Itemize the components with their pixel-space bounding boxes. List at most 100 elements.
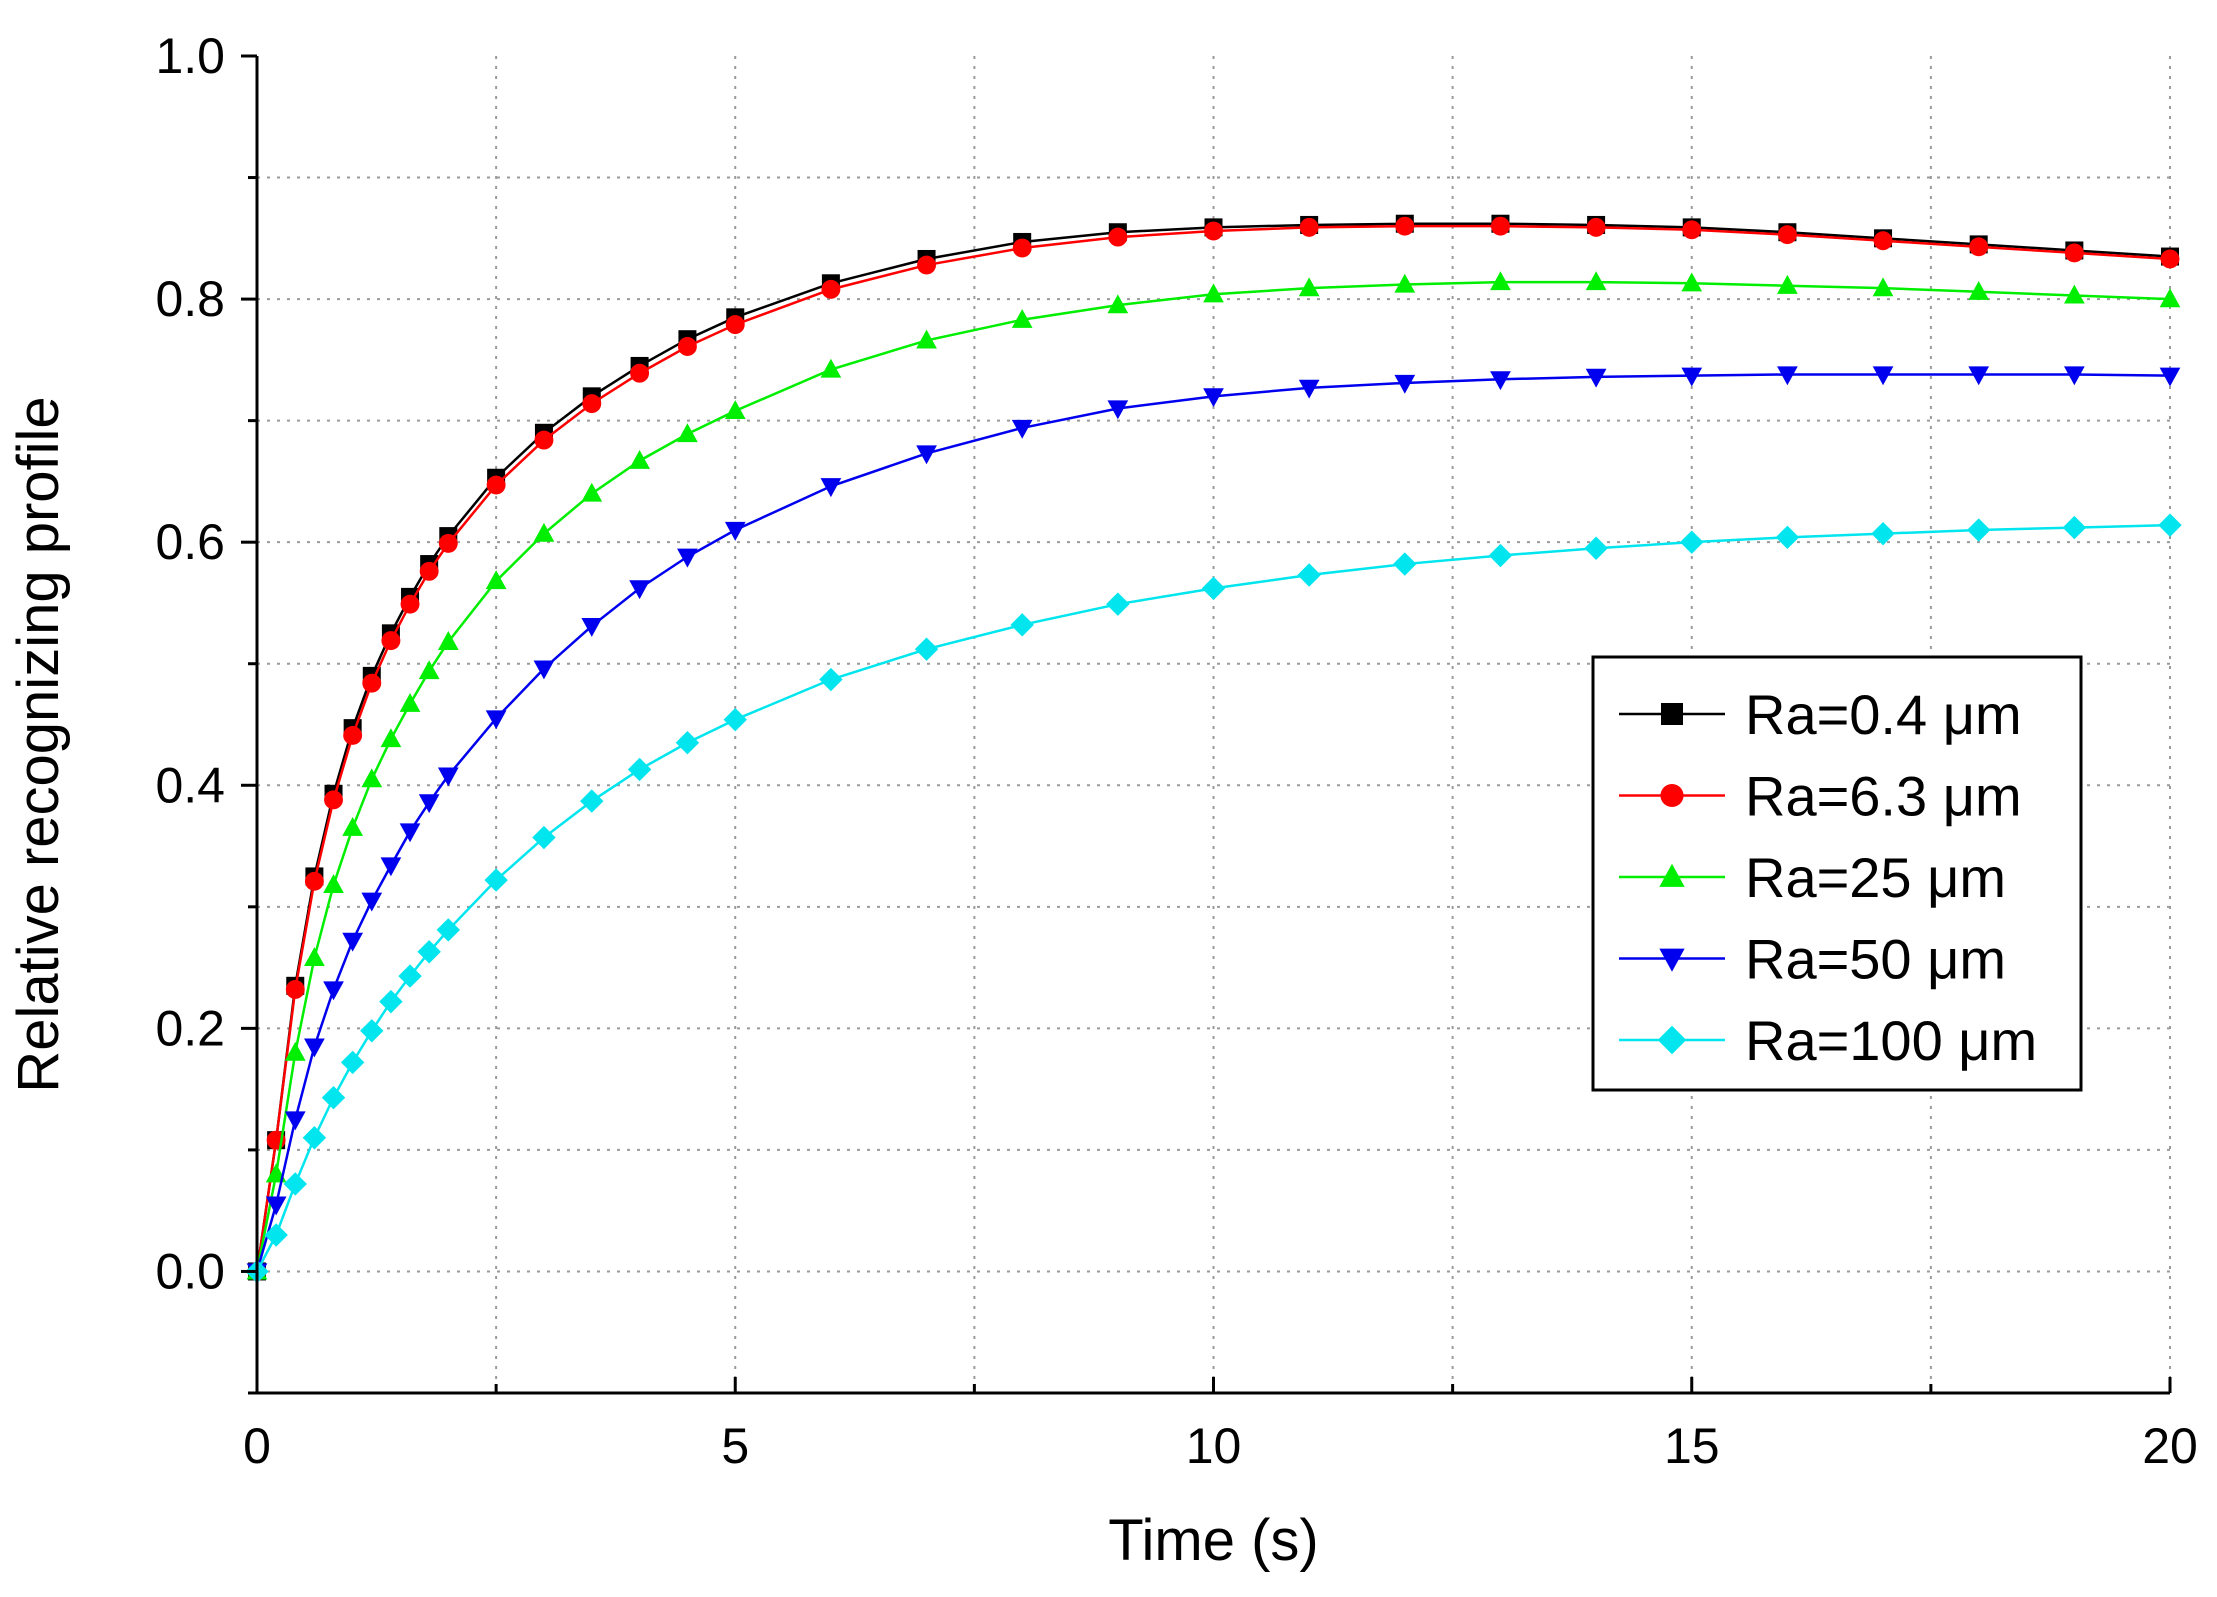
data-point [723,707,747,732]
data-point [1012,238,1032,258]
data-point [2158,513,2182,537]
data-point [2062,515,2087,540]
data-point [1393,552,1417,576]
data-point [340,1050,365,1075]
data-point [436,918,460,942]
data-point [580,789,604,813]
data-point [2064,243,2084,263]
data-point [283,1172,307,1196]
legend-entry: Ra=100 μm [1619,1009,2037,1072]
data-point [360,1019,384,1043]
data-point [1585,368,1607,388]
data-point [361,892,383,912]
data-point [1586,217,1606,237]
data-point [284,1041,306,1061]
data-point [1203,388,1224,408]
data-point [379,989,403,1014]
data-point [582,394,602,414]
data-point [1681,272,1703,292]
data-point [2159,367,2181,387]
series-4 [246,366,2181,1283]
data-point [323,874,344,894]
x-tick-label: 0 [243,1418,271,1474]
data-point [1394,273,1416,293]
data-point [381,631,401,651]
legend-label: Ra=25 μm [1745,846,2006,909]
data-point [304,871,324,891]
data-point [1777,225,1797,245]
data-point [581,482,603,502]
legend-marker [1660,783,1684,808]
data-point [1298,379,1320,399]
data-point [1682,220,1702,240]
data-point [284,1111,306,1131]
data-point [1011,419,1033,439]
data-point [1872,277,1894,297]
data-point [1010,613,1034,637]
data-point [342,932,363,952]
data-point [304,1038,325,1058]
data-point [418,794,440,814]
data-point [2160,249,2180,269]
data-point [437,767,459,787]
data-point [342,817,363,836]
data-point [821,279,841,299]
data-point [1204,221,1223,241]
data-point [1107,400,1129,420]
data-point [362,673,382,693]
data-point [724,521,746,541]
data-point [1491,216,1510,236]
data-point [1297,563,1321,587]
data-point [1585,271,1607,291]
data-point [1106,592,1130,616]
data-point [399,693,421,712]
x-tick-label: 5 [721,1418,749,1474]
data-point [629,580,650,600]
legend-label: Ra=50 μm [1745,928,2006,991]
data-point [323,981,344,1001]
data-point [2064,366,2085,386]
data-point [1777,274,1798,294]
data-point [1298,277,1320,297]
data-point [677,548,698,568]
legend-marker [1659,948,1685,972]
data-point [819,667,843,692]
data-point [321,1085,346,1110]
data-point [1107,294,1129,314]
data-point [1490,371,1511,391]
legend-entry: Ra=25 μm [1619,846,2006,909]
data-point [1967,518,1991,542]
data-point [380,728,402,748]
data-point [820,478,842,498]
data-point [534,430,554,450]
y-axis-title: Relative recognizing profile [6,396,71,1092]
data-point [916,445,937,465]
data-point [437,631,459,650]
legend-marker [1657,1025,1687,1055]
data-point [2064,284,2085,304]
x-axis-title: Time (s) [1108,1508,1318,1573]
x-tick-label: 20 [2142,1418,2198,1474]
data-point [1968,366,1990,386]
data-point [1395,216,1415,236]
data-point [533,522,555,542]
y-tick-label: 1.0 [155,28,225,84]
data-point [533,660,555,680]
series-layer [245,214,2182,1284]
data-point [532,825,556,850]
data-point [1011,308,1033,328]
data-point [343,725,363,745]
data-point [485,570,507,590]
data-point [399,823,421,843]
data-point [485,710,507,730]
series-3 [246,271,2181,1280]
data-point [304,947,325,966]
y-tick-label: 0.2 [155,1000,225,1056]
data-point [1584,536,1608,560]
data-point [1299,217,1319,237]
data-point [1108,227,1128,247]
data-point [677,423,698,443]
data-point [324,790,343,810]
data-point [285,980,305,999]
